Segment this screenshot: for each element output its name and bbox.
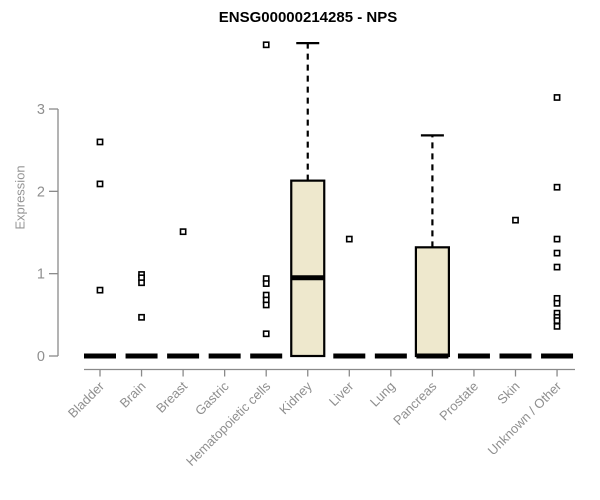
x-tick-label: Unknown / Other bbox=[485, 378, 565, 458]
x-tick-label: Bladder bbox=[65, 378, 108, 421]
y-tick-label: 0 bbox=[37, 349, 45, 365]
outlier-point bbox=[345, 235, 353, 243]
y-tick-label: 2 bbox=[37, 184, 45, 200]
outlier-point bbox=[96, 286, 104, 294]
x-tick-label: Pancreas bbox=[390, 378, 440, 428]
outlier-point bbox=[262, 41, 270, 49]
x-tick-label: Skin bbox=[494, 379, 522, 407]
outlier-point bbox=[553, 299, 561, 307]
y-tick-label: 1 bbox=[37, 267, 45, 283]
chart-title: ENSG00000214285 - NPS bbox=[218, 9, 398, 26]
x-tick-label: Brain bbox=[117, 379, 149, 411]
outlier-point bbox=[553, 94, 561, 101]
x-tick-label: Lung bbox=[367, 379, 398, 410]
outlier-point bbox=[96, 180, 104, 188]
outlier-point bbox=[138, 313, 145, 321]
outlier-point bbox=[553, 183, 561, 191]
x-tick-label: Kidney bbox=[276, 378, 315, 417]
outlier-point bbox=[262, 330, 270, 338]
outlier-point bbox=[138, 279, 145, 287]
outlier-point bbox=[262, 301, 270, 309]
outlier-point bbox=[553, 317, 561, 324]
outlier-point bbox=[262, 280, 270, 287]
outlier-point bbox=[512, 216, 519, 224]
outlier-point bbox=[553, 263, 561, 271]
outlier-point bbox=[553, 249, 561, 257]
outlier-point bbox=[553, 235, 561, 243]
x-tick-label: Prostate bbox=[436, 379, 481, 424]
x-tick-label: Gastric bbox=[192, 378, 232, 418]
outlier-point bbox=[96, 138, 104, 146]
y-tick-label: 3 bbox=[37, 102, 45, 118]
box bbox=[414, 246, 450, 358]
x-tick-label: Liver bbox=[326, 378, 357, 409]
outlier-point bbox=[179, 228, 187, 236]
x-tick-label: Breast bbox=[153, 378, 190, 415]
outlier-point bbox=[553, 322, 561, 330]
box bbox=[290, 179, 326, 358]
